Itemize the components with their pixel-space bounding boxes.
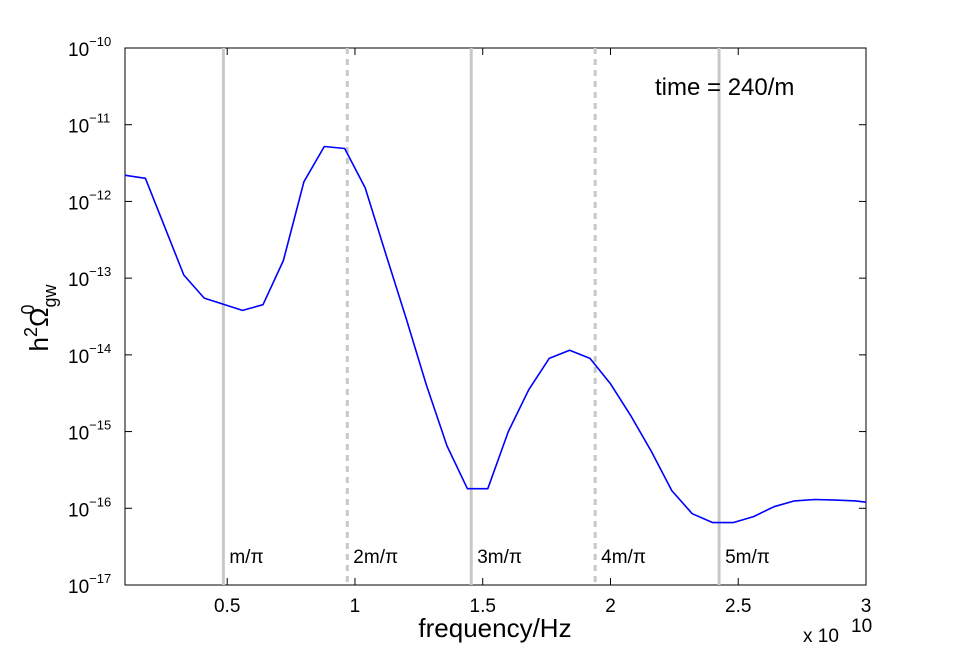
x-multiplier-base: x 10 — [803, 626, 839, 647]
series-layer — [124, 145, 867, 524]
reference-line-label: 4m/π — [601, 547, 646, 568]
y-label-omega: Ω — [24, 308, 54, 327]
y-label-omega-sup: 0 — [18, 305, 38, 315]
y-label-sup: 2 — [21, 327, 41, 337]
annotation-time: time = 240/m — [655, 74, 794, 101]
x-tick-label: 0.5 — [214, 596, 240, 617]
y-label-h: h — [24, 337, 54, 351]
y-axis-label: h2Ωgw0 — [18, 284, 60, 352]
reference-line-label: m/π — [229, 547, 263, 568]
y-tick-label: 10−12 — [68, 187, 111, 214]
x-axis-label: frequency/Hz — [418, 613, 571, 643]
reference-line-label: 3m/π — [477, 547, 522, 568]
y-tick-label: 10−10 — [68, 34, 111, 61]
y-axis-label-text: h2Ωgw0 — [18, 284, 60, 352]
reference-line-label: 2m/π — [353, 547, 398, 568]
x-tick-label: 1.5 — [470, 596, 496, 617]
reference-lines: m/π 2m/π 3m/π 4m/π 5m/π — [221, 48, 770, 585]
x-tick-label: 2 — [605, 596, 616, 617]
y-tick-label: 10−17 — [68, 571, 111, 598]
x-tick-label: 3 — [861, 596, 872, 617]
axis-ticks: 0.5 1 1.5 2 2.5 3 10−10 10−11 10−12 10−13 10−14 10−… — [68, 34, 871, 617]
plot-frame — [124, 47, 867, 586]
series-line — [124, 145, 867, 524]
y-tick-label: 10−11 — [68, 111, 110, 138]
reference-line-label: 5m/π — [725, 547, 770, 568]
x-tick-label: 1 — [350, 596, 361, 617]
y-tick-label: 10−16 — [68, 494, 111, 521]
x-multiplier: x 10 10 — [803, 616, 872, 647]
y-tick-label: 10−13 — [68, 264, 111, 291]
y-tick-label: 10−14 — [68, 341, 111, 368]
y-tick-label: 10−15 — [68, 418, 111, 445]
x-tick-label: 2.5 — [725, 596, 751, 617]
x-multiplier-exp: 10 — [851, 616, 872, 637]
y-label-omega-sub: gw — [40, 284, 60, 308]
